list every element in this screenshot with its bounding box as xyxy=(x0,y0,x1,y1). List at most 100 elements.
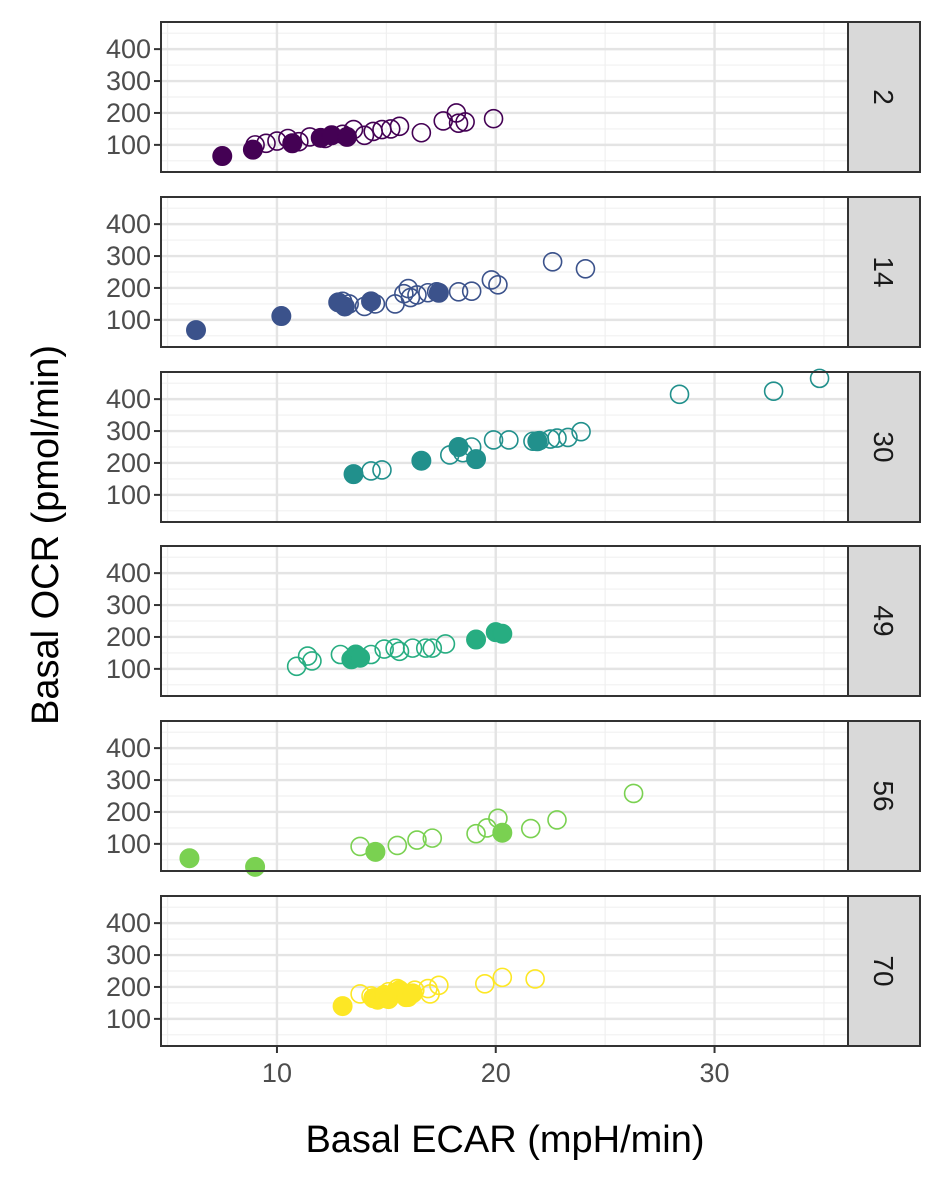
facet-strip-label: 49 xyxy=(868,605,899,636)
y-tick-label: 400 xyxy=(106,558,151,588)
filled-point xyxy=(365,841,386,862)
open-point xyxy=(415,638,436,658)
y-tick-label: 100 xyxy=(106,829,151,859)
y-tick-label: 400 xyxy=(106,733,151,763)
open-point xyxy=(429,975,449,996)
y-tick-label: 100 xyxy=(106,130,151,160)
y-tick-label: 300 xyxy=(106,940,151,970)
facet-strip-2 xyxy=(847,21,921,173)
y-tick-label: 400 xyxy=(106,908,151,938)
open-point xyxy=(520,818,541,839)
filled-point xyxy=(466,629,487,650)
y-tick-label: 200 xyxy=(106,273,151,303)
facet-strip-14 xyxy=(847,196,921,348)
facet-strip-56 xyxy=(847,720,921,872)
facet-strip-70 xyxy=(847,895,921,1047)
filled-point xyxy=(428,282,449,303)
facet-strip-label: 14 xyxy=(868,256,899,287)
open-point xyxy=(407,830,427,850)
filled-point xyxy=(492,623,513,644)
y-tick-label: 300 xyxy=(106,416,151,446)
y-tick-label: 300 xyxy=(106,765,151,795)
y-tick-label: 100 xyxy=(106,305,151,335)
facet-strip-label: 70 xyxy=(868,955,899,986)
open-point xyxy=(669,384,690,405)
filled-point xyxy=(186,320,207,341)
filled-point xyxy=(212,146,233,167)
y-tick-label: 200 xyxy=(106,972,151,1002)
open-point xyxy=(435,634,456,654)
open-point xyxy=(481,270,502,290)
open-point xyxy=(448,113,469,133)
open-point xyxy=(407,285,427,305)
filled-point xyxy=(245,856,266,877)
filled-point xyxy=(242,139,263,160)
y-tick-label: 300 xyxy=(106,590,151,620)
open-point xyxy=(466,823,486,844)
open-point xyxy=(492,967,513,988)
open-point xyxy=(475,973,495,994)
x-axis: 10 20 30 xyxy=(262,1046,730,1088)
filled-point xyxy=(271,306,292,327)
facet-strip-30 xyxy=(847,371,921,523)
filled-point xyxy=(527,431,548,452)
x-axis-title: Basal ECAR (mpH/min) xyxy=(305,1119,704,1161)
facet-strip-49 xyxy=(847,545,921,697)
open-point xyxy=(525,969,545,989)
open-point xyxy=(547,810,567,830)
y-tick-label: 300 xyxy=(106,66,151,96)
filled-point xyxy=(448,437,469,457)
filled-point xyxy=(334,296,355,317)
open-point xyxy=(448,281,469,302)
filled-point xyxy=(282,133,303,154)
x-tick-label: 10 xyxy=(262,1058,292,1088)
facet-panels: 1002003004002100200300400141002003004003… xyxy=(106,21,921,1047)
y-tick-label: 200 xyxy=(106,98,151,128)
y-tick-label: 200 xyxy=(106,797,151,827)
open-point xyxy=(763,381,784,401)
open-point xyxy=(372,460,392,480)
open-point xyxy=(558,427,578,448)
y-tick-label: 300 xyxy=(106,241,151,271)
filled-point xyxy=(336,126,357,147)
y-tick-label: 400 xyxy=(106,209,151,239)
y-tick-label: 400 xyxy=(106,384,151,414)
open-point xyxy=(422,638,443,658)
open-point xyxy=(461,281,482,301)
open-point xyxy=(422,828,443,848)
facet-strip-label: 56 xyxy=(868,780,899,811)
open-point xyxy=(387,835,408,856)
open-point xyxy=(483,430,504,450)
filled-point xyxy=(350,647,371,668)
filled-point xyxy=(402,983,423,1004)
open-point xyxy=(389,641,410,662)
open-point xyxy=(455,112,475,132)
filled-point xyxy=(492,822,513,843)
y-tick-label: 100 xyxy=(106,654,151,684)
open-point xyxy=(483,108,504,129)
y-tick-label: 400 xyxy=(106,34,151,64)
y-tick-label: 200 xyxy=(106,448,151,478)
facet-strip-label: 2 xyxy=(868,89,899,105)
open-point xyxy=(297,646,318,666)
open-point xyxy=(411,122,432,143)
open-point xyxy=(488,274,508,295)
filled-point xyxy=(361,291,382,312)
open-point xyxy=(809,368,830,389)
y-tick-label: 200 xyxy=(106,622,151,652)
x-tick-label: 20 xyxy=(481,1058,511,1088)
filled-point xyxy=(332,996,353,1017)
filled-point xyxy=(466,449,487,470)
open-point xyxy=(499,430,519,450)
open-point xyxy=(547,428,567,448)
open-point xyxy=(302,651,322,671)
open-point xyxy=(571,421,591,442)
y-axis-title: Basal OCR (pmol/min) xyxy=(25,345,67,725)
